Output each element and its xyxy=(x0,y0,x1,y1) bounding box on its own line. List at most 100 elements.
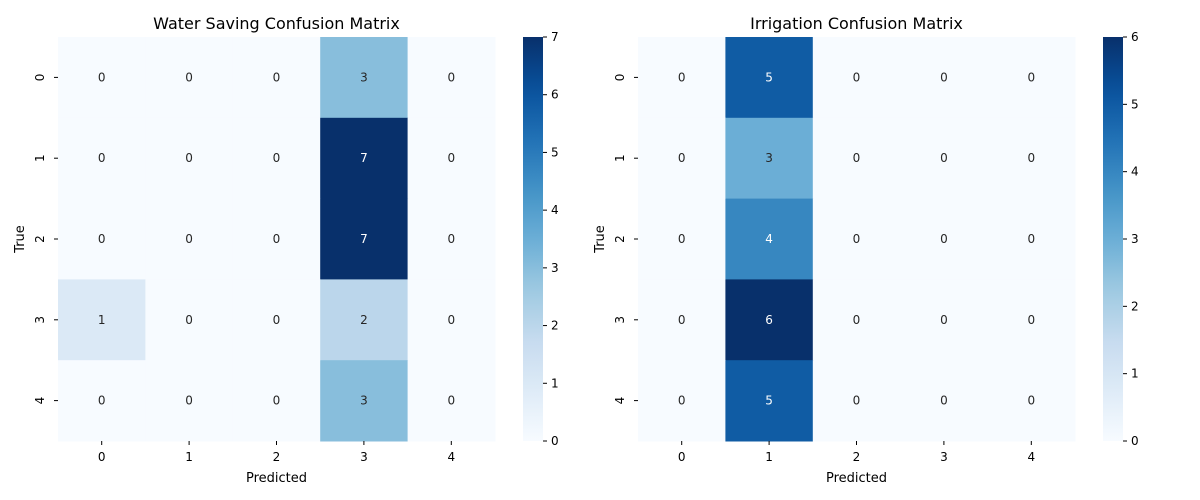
heatmap-cell xyxy=(900,37,989,119)
heatmap-cell xyxy=(58,360,146,442)
heatmap-cell xyxy=(812,360,901,442)
cell-value-label: 0 xyxy=(940,151,948,165)
cell-value-label: 0 xyxy=(98,232,106,246)
heatmap-cell xyxy=(987,198,1076,280)
cell-value-label: 0 xyxy=(185,151,193,165)
heatmap-cell xyxy=(407,279,496,361)
heatmap-cell xyxy=(58,279,146,361)
heatmap-cell xyxy=(812,117,901,200)
y-tick-label: 4 xyxy=(33,397,47,405)
heatmap-cell xyxy=(407,37,496,119)
cell-value-label: 7 xyxy=(360,151,368,165)
heatmap-cell xyxy=(812,198,901,280)
cell-value-label: 0 xyxy=(1027,313,1035,327)
cell-value-label: 0 xyxy=(273,313,281,327)
y-tick-label: 1 xyxy=(33,154,47,162)
x-tick-label: 3 xyxy=(940,450,948,464)
cell-value-label: 0 xyxy=(853,232,861,246)
cell-value-label: 0 xyxy=(940,232,948,246)
heatmap-cell xyxy=(145,117,234,200)
cell-value-label: 0 xyxy=(185,232,193,246)
x-tick-label: 0 xyxy=(98,450,106,464)
cell-value-label: 1 xyxy=(98,313,106,327)
heatmap-cell xyxy=(725,37,814,119)
cell-value-label: 7 xyxy=(360,232,368,246)
heatmap-cell xyxy=(232,360,321,442)
x-tick-label: 4 xyxy=(1027,450,1035,464)
cell-value-label: 0 xyxy=(98,70,106,84)
cell-value-label: 0 xyxy=(447,313,455,327)
colorbar xyxy=(1103,37,1123,441)
x-tick-label: 1 xyxy=(765,450,773,464)
heatmap-cell xyxy=(725,360,814,442)
heatmap-cell xyxy=(320,117,409,200)
heatmap-panel-1: 0 5 0 0 0 0 3 0 0 0 0 4 0 0 0 0 6 0 0 0 0 5 0 0 0 Irrigation Conf… xyxy=(593,14,1139,486)
heatmap-cell xyxy=(812,279,901,361)
heatmap-cell xyxy=(320,198,409,280)
heatmap-cell xyxy=(725,279,814,361)
cell-value-label: 0 xyxy=(853,313,861,327)
cell-value-label: 0 xyxy=(853,394,861,408)
heatmap-cell xyxy=(320,279,409,361)
y-tick-label: 0 xyxy=(613,74,627,82)
chart-title: Irrigation Confusion Matrix xyxy=(750,14,963,33)
heatmap-cell xyxy=(407,198,496,280)
heatmap-cell xyxy=(58,37,146,119)
cell-value-label: 0 xyxy=(1027,70,1035,84)
cell-value-label: 3 xyxy=(765,151,773,165)
heatmap-cell xyxy=(58,117,146,200)
heatmap-cell xyxy=(987,117,1076,200)
cell-value-label: 3 xyxy=(360,394,368,408)
cell-value-label: 0 xyxy=(678,394,686,408)
heatmap-cell xyxy=(232,198,321,280)
cell-value-label: 0 xyxy=(678,313,686,327)
colorbar-tick-label: 1 xyxy=(1131,367,1139,381)
cell-value-label: 0 xyxy=(940,394,948,408)
cell-value-label: 0 xyxy=(1027,232,1035,246)
heatmap-cell xyxy=(987,37,1076,119)
heatmap-cell xyxy=(725,117,814,200)
colorbar-tick-label: 6 xyxy=(551,88,559,102)
y-tick-label: 0 xyxy=(33,74,47,82)
cell-value-label: 0 xyxy=(98,151,106,165)
heatmap-cell xyxy=(638,198,726,280)
heatmap-cell xyxy=(407,360,496,442)
cell-value-label: 0 xyxy=(678,232,686,246)
cell-value-label: 6 xyxy=(765,313,773,327)
colorbar-tick-label: 7 xyxy=(551,30,559,44)
colorbar-tick-label: 1 xyxy=(551,376,559,390)
heatmap-cell xyxy=(900,279,989,361)
heatmap-cell xyxy=(987,360,1076,442)
cell-value-label: 0 xyxy=(940,313,948,327)
cell-value-label: 0 xyxy=(447,394,455,408)
chart-title: Water Saving Confusion Matrix xyxy=(153,14,400,33)
heatmap-cell xyxy=(145,37,234,119)
heatmap-cell xyxy=(320,37,409,119)
cell-value-label: 0 xyxy=(853,151,861,165)
y-axis-label: True xyxy=(593,225,608,254)
y-tick-label: 1 xyxy=(613,154,627,162)
heatmap-cell xyxy=(987,279,1076,361)
cell-value-label: 0 xyxy=(98,394,106,408)
cell-value-label: 0 xyxy=(185,313,193,327)
colorbar-tick-label: 5 xyxy=(1131,97,1139,111)
heatmap-cell xyxy=(145,279,234,361)
cell-value-label: 0 xyxy=(447,151,455,165)
heatmap-cell xyxy=(900,117,989,200)
y-axis-label: True xyxy=(13,225,28,254)
heatmap-cell xyxy=(232,117,321,200)
x-tick-label: 2 xyxy=(853,450,861,464)
cell-value-label: 0 xyxy=(678,70,686,84)
colorbar-tick-label: 2 xyxy=(551,319,559,333)
heatmap-cell xyxy=(145,360,234,442)
cell-value-label: 0 xyxy=(273,70,281,84)
heatmap-cell xyxy=(407,117,496,200)
cell-value-label: 0 xyxy=(447,70,455,84)
heatmap-cell xyxy=(638,360,726,442)
cell-value-label: 2 xyxy=(360,313,368,327)
y-tick-label: 2 xyxy=(613,235,627,243)
cell-value-label: 5 xyxy=(765,70,773,84)
heatmap-panel-0: 0 0 0 3 0 0 0 0 7 0 0 0 0 7 0 1 0 0 2 0 0 0 0 3 0 Water Saving Co… xyxy=(13,14,559,486)
heatmap-cell xyxy=(320,360,409,442)
